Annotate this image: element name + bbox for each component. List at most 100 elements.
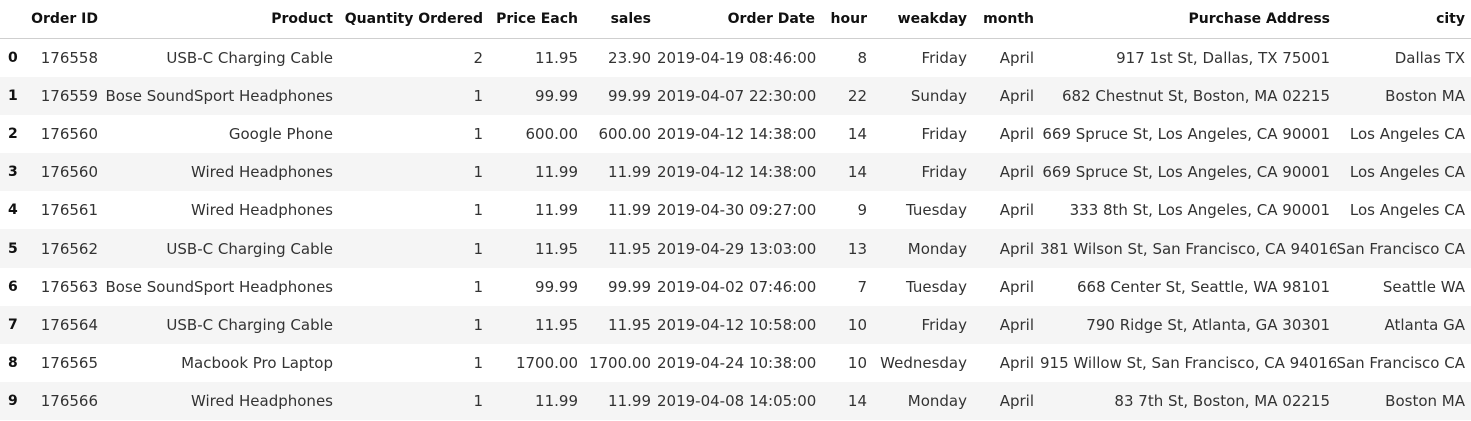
cell-order-date: 2019-04-19 08:46:00 <box>657 48 817 67</box>
cell-product: Wired Headphones <box>190 201 333 220</box>
cell-order-id: 176564 <box>40 315 98 334</box>
cell-purchase-address: 790 Ridge St, Atlanta, GA 30301 <box>1086 315 1330 334</box>
row-index: 7 <box>8 316 18 333</box>
row-index: 8 <box>8 355 18 372</box>
cell-city: Dallas TX <box>1394 48 1465 67</box>
cell-product: Macbook Pro Laptop <box>181 354 333 373</box>
cell-order-id: 176558 <box>40 48 98 67</box>
cell-quantity-ordered: 1 <box>473 163 483 182</box>
cell-quantity-ordered: 1 <box>473 124 483 143</box>
cell-city: Atlanta GA <box>1384 315 1465 334</box>
cell-city: Boston MA <box>1385 86 1465 105</box>
cell-hour: 7 <box>857 277 867 296</box>
cell-hour: 10 <box>847 315 867 334</box>
cell-order-date: 2019-04-08 14:05:00 <box>657 392 817 411</box>
cell-product: Bose SoundSport Headphones <box>105 86 333 105</box>
cell-sales: 1700.00 <box>588 354 651 373</box>
cell-quantity-ordered: 1 <box>473 239 483 258</box>
cell-month: April <box>999 48 1034 67</box>
cell-purchase-address: 682 Chestnut St, Boston, MA 02215 <box>1062 86 1330 105</box>
cell-price-each: 11.95 <box>535 315 578 334</box>
table-row: 1 176559 Bose SoundSport Headphones 1 99.99 9… <box>0 76 1471 115</box>
cell-weakday: Tuesday <box>905 201 967 220</box>
cell-purchase-address: 669 Spruce St, Los Angeles, CA 90001 <box>1042 163 1330 182</box>
cell-order-id: 176560 <box>40 163 98 182</box>
column-header-hour: hour <box>821 0 873 39</box>
cell-order-id: 176565 <box>40 354 98 373</box>
cell-order-id: 176560 <box>40 124 98 143</box>
column-header-order-id: Order ID <box>24 0 104 39</box>
cell-city: Los Angeles CA <box>1349 201 1465 220</box>
cell-sales: 11.99 <box>608 201 651 220</box>
cell-quantity-ordered: 1 <box>473 201 483 220</box>
cell-sales: 99.99 <box>608 86 651 105</box>
cell-month: April <box>999 277 1034 296</box>
cell-weakday: Monday <box>907 392 967 411</box>
cell-city: Los Angeles CA <box>1349 163 1465 182</box>
cell-weakday: Wednesday <box>880 354 967 373</box>
cell-order-date: 2019-04-24 10:38:00 <box>657 354 817 373</box>
cell-product: Bose SoundSport Headphones <box>105 277 333 296</box>
cell-city: San Francisco CA <box>1336 239 1465 258</box>
row-index: 2 <box>8 125 18 142</box>
row-index: 6 <box>8 278 18 295</box>
cell-quantity-ordered: 1 <box>473 392 483 411</box>
row-index: 0 <box>8 49 18 66</box>
cell-city: Seattle WA <box>1382 277 1465 296</box>
column-header-weakday: weakday <box>873 0 973 39</box>
cell-price-each: 11.99 <box>535 392 578 411</box>
cell-purchase-address: 917 1st St, Dallas, TX 75001 <box>1116 48 1330 67</box>
table-row: 3 176560 Wired Headphones 1 11.99 11.99 2019-0… <box>0 153 1471 192</box>
cell-weakday: Friday <box>921 124 967 143</box>
column-header-index <box>0 0 24 39</box>
cell-purchase-address: 915 Willow St, San Francisco, CA 94016 <box>1040 354 1336 373</box>
column-header-quantity-ordered: Quantity Ordered <box>339 0 489 39</box>
cell-order-date: 2019-04-12 14:38:00 <box>657 124 817 143</box>
table-row: 8 176565 Macbook Pro Laptop 1 1700.00 1700.00… <box>0 344 1471 382</box>
table-row: 6 176563 Bose SoundSport Headphones 1 99.99 9… <box>0 268 1471 306</box>
row-index: 1 <box>8 87 18 104</box>
cell-purchase-address: 83 7th St, Boston, MA 02215 <box>1114 392 1330 411</box>
cell-hour: 13 <box>847 239 867 258</box>
column-header-product: Product <box>104 0 339 39</box>
cell-sales: 11.95 <box>608 315 651 334</box>
cell-weakday: Sunday <box>910 86 967 105</box>
row-index: 3 <box>8 164 18 181</box>
table-row: 0 176558 USB-C Charging Cable 2 11.95 23.90 20… <box>0 39 1471 77</box>
cell-month: April <box>999 354 1034 373</box>
cell-quantity-ordered: 1 <box>473 277 483 296</box>
cell-order-id: 176559 <box>40 86 98 105</box>
cell-weakday: Friday <box>921 315 967 334</box>
cell-sales: 11.99 <box>608 163 651 182</box>
cell-price-each: 600.00 <box>525 124 579 143</box>
cell-month: April <box>999 315 1034 334</box>
cell-order-date: 2019-04-02 07:46:00 <box>657 277 817 296</box>
cell-city: Los Angeles CA <box>1349 124 1465 143</box>
cell-price-each: 11.99 <box>535 163 578 182</box>
row-index: 9 <box>8 393 18 410</box>
table-row: 5 176562 USB-C Charging Cable 1 11.95 11.95 20… <box>0 229 1471 268</box>
table-row: 7 176564 USB-C Charging Cable 1 11.95 11.95 20… <box>0 305 1471 344</box>
table-row: 9 176566 Wired Headphones 1 11.99 11.99 2019-0… <box>0 382 1471 421</box>
cell-order-id: 176563 <box>40 277 98 296</box>
row-index: 4 <box>8 202 18 219</box>
cell-quantity-ordered: 2 <box>473 48 483 67</box>
cell-order-id: 176561 <box>40 201 98 220</box>
cell-month: April <box>999 239 1034 258</box>
row-index: 5 <box>8 240 18 257</box>
cell-weakday: Monday <box>907 239 967 258</box>
cell-order-id: 176562 <box>40 239 98 258</box>
table-header: Order ID Product Quantity Ordered Price … <box>0 0 1471 39</box>
cell-hour: 8 <box>857 48 867 67</box>
cell-product: Wired Headphones <box>190 163 333 182</box>
cell-month: April <box>999 201 1034 220</box>
cell-price-each: 99.99 <box>535 86 578 105</box>
cell-hour: 14 <box>847 163 867 182</box>
cell-month: April <box>999 392 1034 411</box>
cell-hour: 22 <box>847 86 867 105</box>
cell-quantity-ordered: 1 <box>473 86 483 105</box>
header-row: Order ID Product Quantity Ordered Price … <box>0 0 1471 39</box>
cell-month: April <box>999 124 1034 143</box>
cell-month: April <box>999 163 1034 182</box>
cell-order-date: 2019-04-29 13:03:00 <box>657 239 817 258</box>
